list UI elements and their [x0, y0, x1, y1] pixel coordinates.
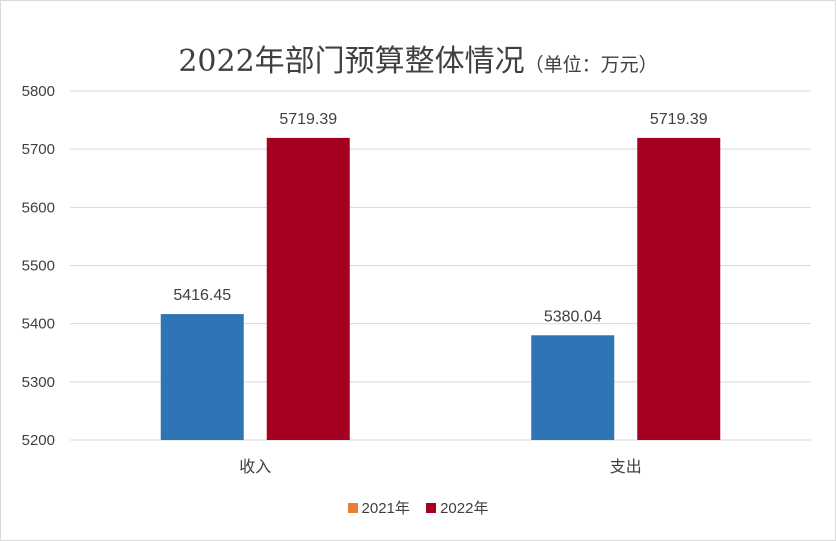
y-tick-label: 5300	[22, 374, 55, 391]
data-label: 5719.39	[650, 111, 708, 128]
data-labels: 5416.45 5719.39 5380.04 5719.39	[173, 111, 707, 325]
legend-label-2021: 2021年	[361, 500, 410, 517]
x-category-label: 支出	[610, 457, 642, 476]
bar	[531, 335, 615, 440]
bar	[266, 137, 350, 440]
y-tick-label: 5500	[22, 258, 55, 275]
x-category-label: 收入	[239, 457, 271, 476]
x-axis-categories: 收入 支出	[239, 457, 642, 476]
bar	[160, 314, 244, 440]
y-tick-label: 5600	[22, 199, 55, 216]
chart-title-main: 2022年部门预算整体情况	[178, 44, 525, 79]
y-tick-label: 5200	[22, 432, 55, 449]
legend-item-2021: 2021年	[347, 497, 410, 518]
legend: 2021年 2022年	[0, 497, 836, 518]
bar	[637, 137, 721, 440]
chart-title-unit: （单位：万元）	[524, 54, 658, 76]
y-tick-label: 5400	[22, 316, 55, 333]
data-label: 5416.45	[173, 287, 231, 304]
y-tick-label: 5800	[22, 83, 55, 100]
legend-label-2022: 2022年	[440, 500, 489, 517]
y-axis-ticks: 5200 5300 5400 5500 5600 5700 5800	[22, 83, 55, 449]
chart-title: 2022年部门预算整体情况（单位：万元）	[0, 36, 836, 80]
bars	[160, 137, 721, 440]
y-tick-label: 5700	[22, 141, 55, 158]
data-label: 5719.39	[279, 111, 337, 128]
data-label: 5380.04	[544, 308, 602, 325]
legend-item-2022: 2022年	[426, 497, 488, 518]
legend-swatch-2021	[347, 503, 358, 513]
legend-swatch-2022	[426, 503, 437, 513]
